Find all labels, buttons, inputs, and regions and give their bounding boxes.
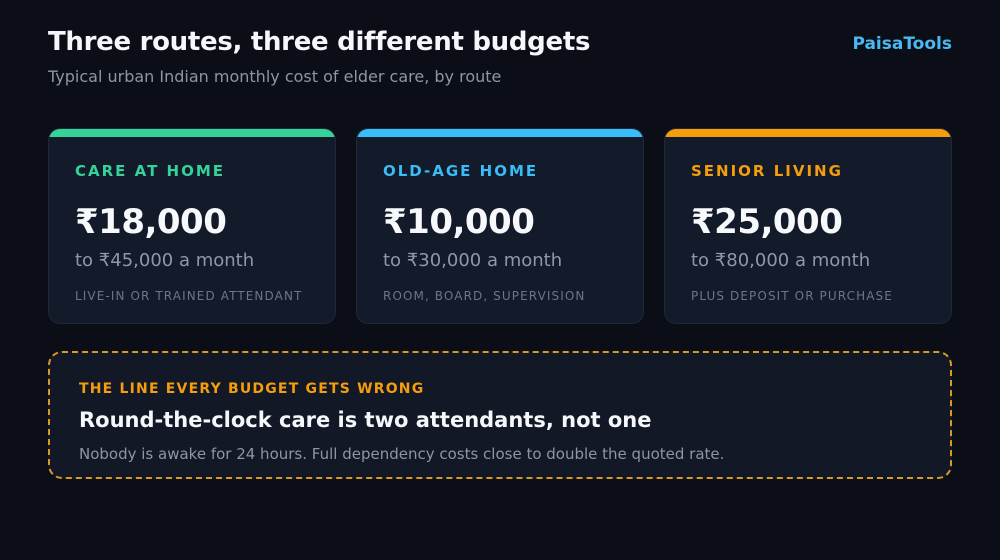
page-subtitle: Typical urban Indian monthly cost of eld… [48,67,502,86]
card-accent-bar [665,129,951,137]
card-label: SENIOR LIVING [691,162,843,180]
card-label: CARE AT HOME [75,162,226,180]
cost-cards: CARE AT HOME ₹18,000 to ₹45,000 a month … [48,128,952,324]
card-range: to ₹45,000 a month [75,250,255,271]
card-amount: ₹10,000 [383,202,535,242]
card-note: PLUS DEPOSIT OR PURCHASE [691,289,893,303]
card-senior-living: SENIOR LIVING ₹25,000 to ₹80,000 a month… [664,128,952,324]
card-old-age-home: OLD-AGE HOME ₹10,000 to ₹30,000 a month … [356,128,644,324]
card-range: to ₹80,000 a month [691,250,871,271]
card-note: LIVE-IN OR TRAINED ATTENDANT [75,289,303,303]
card-care-at-home: CARE AT HOME ₹18,000 to ₹45,000 a month … [48,128,336,324]
page-title: Three routes, three different budgets [48,27,591,57]
card-label: OLD-AGE HOME [383,162,539,180]
card-note: ROOM, BOARD, SUPERVISION [383,289,586,303]
card-amount: ₹18,000 [75,202,227,242]
callout-headline: Round-the-clock care is two attendants, … [79,408,652,432]
callout-body: Nobody is awake for 24 hours. Full depen… [79,445,725,463]
card-amount: ₹25,000 [691,202,843,242]
brand-logo[interactable]: PaisaTools [852,34,952,54]
card-accent-bar [357,129,643,137]
callout-box: THE LINE EVERY BUDGET GETS WRONG Round-t… [48,351,952,479]
card-accent-bar [49,129,335,137]
card-range: to ₹30,000 a month [383,250,563,271]
callout-label: THE LINE EVERY BUDGET GETS WRONG [79,381,425,397]
